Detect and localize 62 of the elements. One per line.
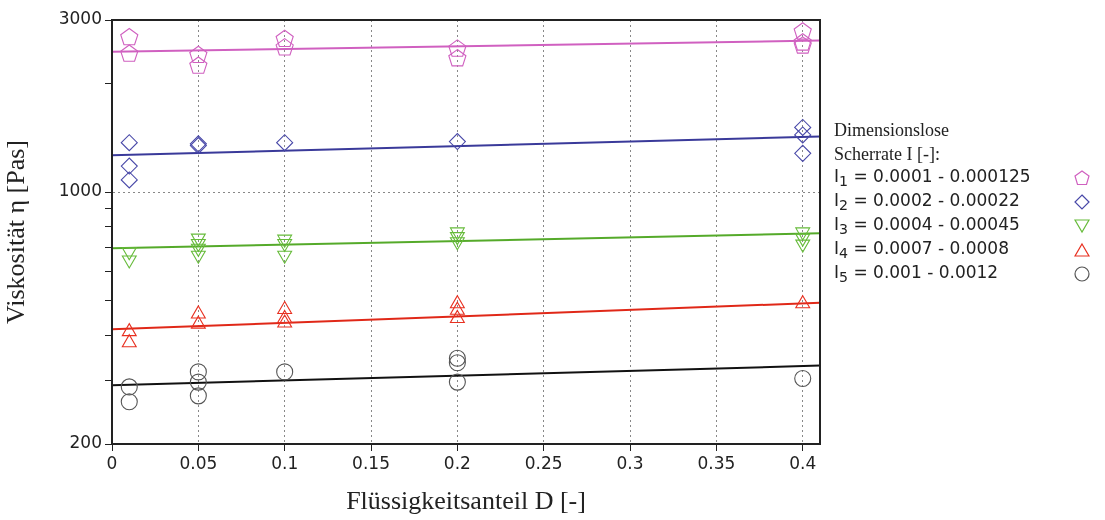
x-tick-label: 0.3 [616,452,644,473]
point [190,238,206,252]
x-axis-title: Flüssigkeitsanteil D [-] [346,486,586,516]
point [795,227,811,241]
point [794,369,812,387]
point [794,144,812,162]
point [275,29,294,48]
point [277,250,293,264]
point [448,49,467,67]
legend-title: Dimensionslose Scherrate I [-]: [834,119,950,166]
point [189,363,207,381]
point [189,373,207,391]
point [793,22,812,40]
point [190,250,206,264]
point [448,354,466,372]
text: I$_{4}$ = 0.0007 - 0.0008 [834,238,1010,262]
point [189,45,208,64]
point [276,363,294,381]
y-axis-title: Viskosität η [Pas] [1,140,31,324]
x-tick-label: 0.25 [524,452,563,473]
x-tick-label: 0.1 [271,452,299,473]
point [120,378,138,396]
y-tick-label: 200 [69,432,102,453]
point [120,44,139,62]
point [448,39,467,57]
point [120,393,138,411]
text: I$_{1}$ = 0.0001 - 0.000125 [834,166,1032,190]
point [449,232,465,246]
point [120,157,138,175]
point [795,239,811,253]
x-tick-label: 0.35 [697,452,736,473]
x-tick-label: 0.05 [179,452,218,473]
y-tick-label: 1000 [58,180,102,201]
x-tick-label: 0.4 [789,452,817,473]
point [449,237,465,251]
point [121,255,137,269]
point [120,134,138,152]
point [190,233,206,247]
point [275,38,294,56]
point [189,56,208,74]
point [794,126,812,144]
text: I$_{5}$ = 0.001 - 0.0012 [834,262,1000,286]
point [120,27,139,46]
point [448,133,466,151]
point [448,373,466,391]
point [189,387,207,405]
series-label: I$_{3}$ = 0.0004 - 0.00045 [834,214,1021,238]
point [276,134,294,152]
point [190,243,206,257]
x-tick-label: 0.2 [443,452,471,473]
point [795,233,811,247]
point [121,247,137,261]
x-tick-label: 0.15 [352,452,390,473]
point [277,238,293,252]
point [794,118,812,137]
x-tick-label: 0 [106,452,118,473]
point [448,349,466,367]
point [449,227,465,241]
y-tick-label: 3000 [58,8,102,29]
text: I$_{2}$ = 0.0002 - 0.00022 [834,190,1021,214]
point [277,234,293,248]
point [120,171,138,189]
